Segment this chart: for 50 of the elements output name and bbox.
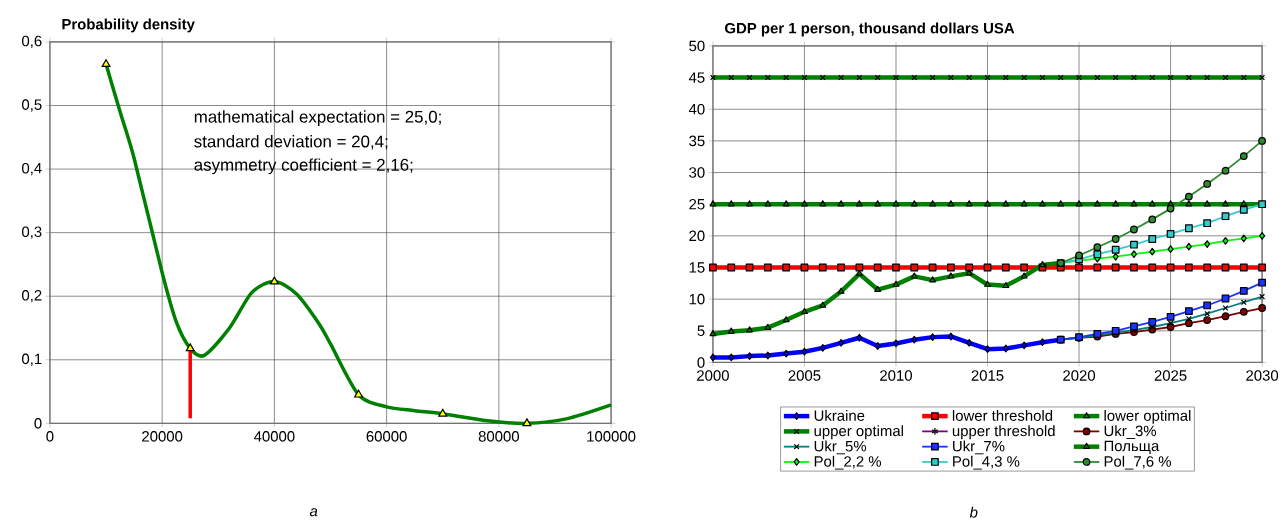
y-tick-label: 0,5 [22,99,42,112]
x-tick-label: 80000 [478,431,519,442]
legend-label: Ukr_7% [953,440,1005,455]
chart-title: GDP per 1 person, thousand dollars USA [725,22,1015,37]
y-tick-label: 10 [689,293,705,305]
legend-label: Польща [1104,440,1160,454]
text: a [309,508,318,517]
legend-label: lower optimal [1104,409,1191,424]
y-tick-label: 0 [697,357,705,368]
legend-label: Ukr_3% [1104,425,1157,439]
legend-label: Ukr_5% [814,440,867,455]
y-tick-label: 0 [34,417,42,429]
annotation: standard deviation = 20,4; [194,134,388,150]
x-tick-label: 100000 [587,431,636,442]
x-tick-label: 2010 [880,370,912,381]
legend-label: Ukraine [814,409,865,421]
annotation: mathematical expectation = 25,0; [194,110,441,126]
text: b [969,506,978,518]
legend-label: Pol_4,3 % [953,455,1020,470]
y-tick-label: 35 [689,135,705,147]
y-tick-label: 0,4 [22,162,42,176]
x-tick-label: 2030 [1246,370,1279,381]
x-tick-label: 0 [46,431,54,442]
x-tick-label: 2000 [697,370,729,381]
y-tick-label: 40 [688,103,705,115]
y-tick-label: 25 [689,198,705,210]
y-tick-label: 20 [689,230,705,242]
x-tick-label: 2025 [1154,370,1187,381]
annotation: asymmetry coefficient = 2,16; [194,158,413,175]
y-tick-label: 0,3 [22,226,42,239]
y-tick-label: 0,1 [22,353,42,366]
legend-label: lower threshold [952,409,1053,421]
y-tick-label: 45 [688,72,705,83]
y-tick-label: 50 [689,40,705,52]
legend-label: upper threshold [952,425,1055,440]
chart-title: Probability density [62,18,195,33]
y-tick-label: 15 [689,262,705,273]
y-tick-label: 0,6 [22,35,42,48]
x-tick-label: 2020 [1063,370,1096,381]
legend-label: upper optimal [814,425,903,440]
y-tick-label: 30 [689,167,705,178]
x-tick-label: 2005 [788,370,821,381]
y-tick-label: 0,2 [22,289,42,303]
x-tick-label: 20000 [142,431,183,442]
x-tick-label: 40000 [253,431,295,442]
y-tick-label: 5 [697,325,705,336]
x-tick-label: 60000 [366,431,407,442]
legend-label: Pol_2,2 % [814,455,882,470]
x-tick-label: 2015 [971,370,1004,381]
legend-label: Pol_7,6 % [1104,455,1171,470]
